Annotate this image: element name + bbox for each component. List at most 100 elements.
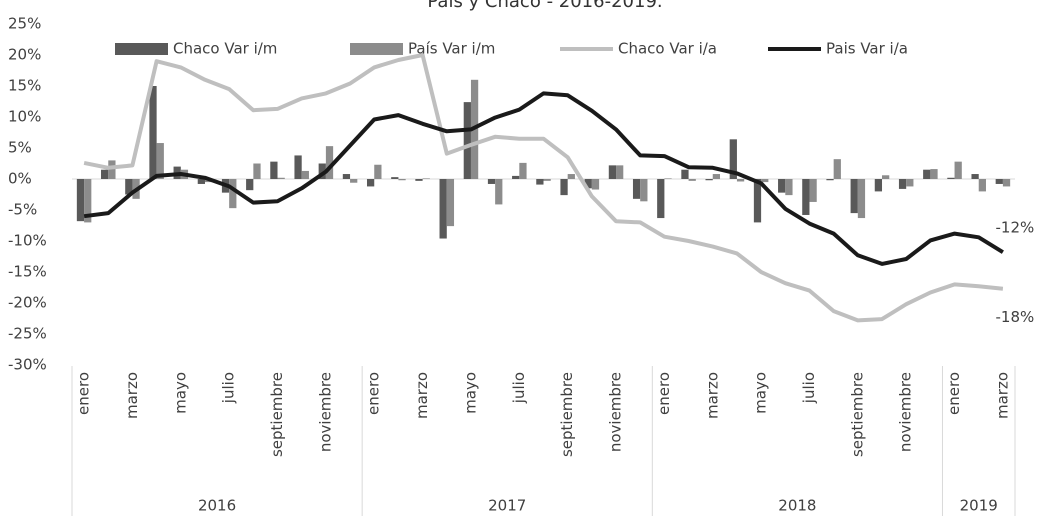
bar bbox=[197, 179, 205, 184]
x-tick-label: marzo bbox=[703, 372, 721, 419]
bar bbox=[301, 170, 309, 179]
bar bbox=[954, 161, 962, 179]
bar bbox=[1002, 179, 1011, 187]
y-tick-label: -5% bbox=[8, 201, 37, 219]
line-series bbox=[83, 53, 1004, 323]
bar bbox=[785, 179, 793, 196]
bar bbox=[415, 179, 423, 181]
bar bbox=[543, 179, 551, 181]
bar bbox=[318, 163, 326, 179]
bar bbox=[657, 179, 665, 219]
bar bbox=[84, 179, 92, 223]
bar bbox=[947, 177, 955, 179]
bar bbox=[761, 179, 769, 183]
bar bbox=[446, 179, 455, 227]
x-tick-label: noviembre bbox=[316, 372, 334, 452]
x-tick-label: enero bbox=[655, 372, 673, 415]
legend-label: País Var i/m bbox=[408, 40, 495, 58]
y-tick-label: -15% bbox=[8, 263, 47, 281]
bar bbox=[729, 139, 737, 179]
bar bbox=[850, 179, 858, 214]
bar bbox=[736, 179, 745, 182]
bar bbox=[688, 179, 696, 181]
bar bbox=[253, 163, 261, 179]
x-group-label: 2017 bbox=[488, 497, 526, 515]
x-tick-label: julio bbox=[220, 372, 238, 404]
y-tick-label: 5% bbox=[8, 139, 32, 157]
bar bbox=[156, 143, 164, 179]
bar bbox=[857, 179, 866, 219]
annotation: -12% bbox=[996, 219, 1035, 237]
bar bbox=[923, 169, 931, 179]
y-tick-label: 20% bbox=[8, 46, 41, 64]
bar bbox=[108, 160, 116, 179]
bar bbox=[802, 179, 810, 215]
x-tick-label: mayo bbox=[752, 372, 770, 414]
bar bbox=[495, 179, 503, 205]
bar bbox=[76, 179, 85, 222]
bar bbox=[246, 179, 254, 191]
bar bbox=[439, 179, 447, 239]
bar bbox=[422, 178, 430, 179]
legend-label: Pais Var i/a bbox=[826, 40, 908, 58]
bar bbox=[898, 179, 907, 189]
x-tick-label: septiembre bbox=[848, 372, 866, 457]
x-tick-label: enero bbox=[75, 372, 93, 415]
bar bbox=[270, 161, 278, 179]
x-group-label: 2018 bbox=[778, 497, 816, 515]
bar bbox=[350, 179, 358, 183]
bar bbox=[616, 165, 624, 179]
bar bbox=[294, 155, 302, 179]
bar bbox=[826, 179, 834, 181]
y-tick-label: 10% bbox=[8, 108, 41, 126]
x-tick-label: enero bbox=[945, 372, 963, 415]
bar bbox=[229, 179, 237, 209]
x-tick-label: enero bbox=[365, 372, 383, 415]
bar bbox=[778, 179, 786, 193]
bar bbox=[930, 169, 938, 179]
bar bbox=[809, 179, 817, 202]
bar bbox=[632, 179, 641, 199]
bar bbox=[101, 169, 109, 179]
chart-title: País y Chaco - 2016-2019. bbox=[427, 0, 662, 12]
y-tick-label: -20% bbox=[8, 294, 47, 312]
bar bbox=[833, 159, 841, 179]
bar bbox=[149, 86, 157, 179]
bar bbox=[995, 179, 1003, 184]
bar bbox=[882, 175, 890, 179]
bar bbox=[664, 178, 672, 179]
bar bbox=[567, 174, 575, 179]
x-tick-label: mayo bbox=[171, 372, 189, 414]
bar bbox=[391, 177, 399, 179]
x-tick-label: septiembre bbox=[558, 372, 576, 457]
y-tick-label: -10% bbox=[8, 232, 47, 250]
bar bbox=[463, 102, 471, 179]
bar bbox=[712, 174, 721, 179]
x-tick-label: marzo bbox=[123, 372, 141, 419]
bar bbox=[366, 179, 375, 187]
bar bbox=[705, 179, 713, 181]
bar bbox=[536, 179, 544, 185]
legend-swatch bbox=[350, 43, 403, 55]
bar bbox=[487, 179, 496, 184]
annotation: -18% bbox=[996, 308, 1035, 326]
y-tick-label: 0% bbox=[8, 170, 32, 188]
bar bbox=[906, 179, 914, 187]
bar bbox=[753, 179, 762, 223]
x-tick-label: noviembre bbox=[607, 372, 625, 452]
bar bbox=[125, 179, 133, 195]
x-group-label: 2016 bbox=[198, 497, 236, 515]
bar bbox=[512, 175, 520, 179]
bar bbox=[519, 162, 527, 179]
y-tick-label: -25% bbox=[8, 325, 47, 343]
x-tick-label: marzo bbox=[993, 372, 1011, 419]
x-tick-label: julio bbox=[800, 372, 818, 404]
bar bbox=[277, 177, 285, 179]
bar bbox=[640, 179, 648, 202]
x-tick-label: septiembre bbox=[268, 372, 286, 457]
legend-label: Chaco Var i/m bbox=[173, 40, 277, 58]
bar bbox=[342, 174, 351, 179]
